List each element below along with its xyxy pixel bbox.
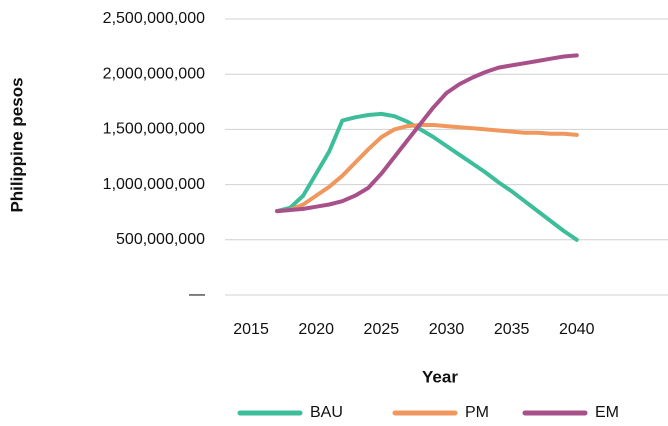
y-tick-label: — bbox=[189, 286, 205, 303]
series-line bbox=[275, 111, 579, 242]
series-line bbox=[275, 53, 579, 214]
y-tick-label: 1,000,000,000 bbox=[103, 176, 205, 193]
legend-label: EM bbox=[595, 404, 619, 421]
x-tick-label: 2025 bbox=[364, 321, 400, 338]
y-tick-label: 1,500,000,000 bbox=[103, 121, 205, 138]
series-line bbox=[275, 123, 579, 214]
x-axis-label: Year bbox=[422, 367, 458, 386]
y-tick-label: 2,000,000,000 bbox=[103, 65, 205, 82]
x-tick-label: 2020 bbox=[298, 321, 334, 338]
x-tick-label: 2040 bbox=[559, 321, 595, 338]
legend-label: BAU bbox=[310, 404, 343, 421]
x-tick-label: 2030 bbox=[429, 321, 465, 338]
y-tick-label: 2,500,000,000 bbox=[103, 10, 205, 27]
x-tick-label: 2015 bbox=[233, 321, 269, 338]
y-axis-label: Philippine pesos bbox=[7, 77, 26, 212]
y-tick-label: 500,000,000 bbox=[116, 231, 205, 248]
x-tick-label: 2035 bbox=[494, 321, 530, 338]
legend-label: PM bbox=[465, 404, 489, 421]
